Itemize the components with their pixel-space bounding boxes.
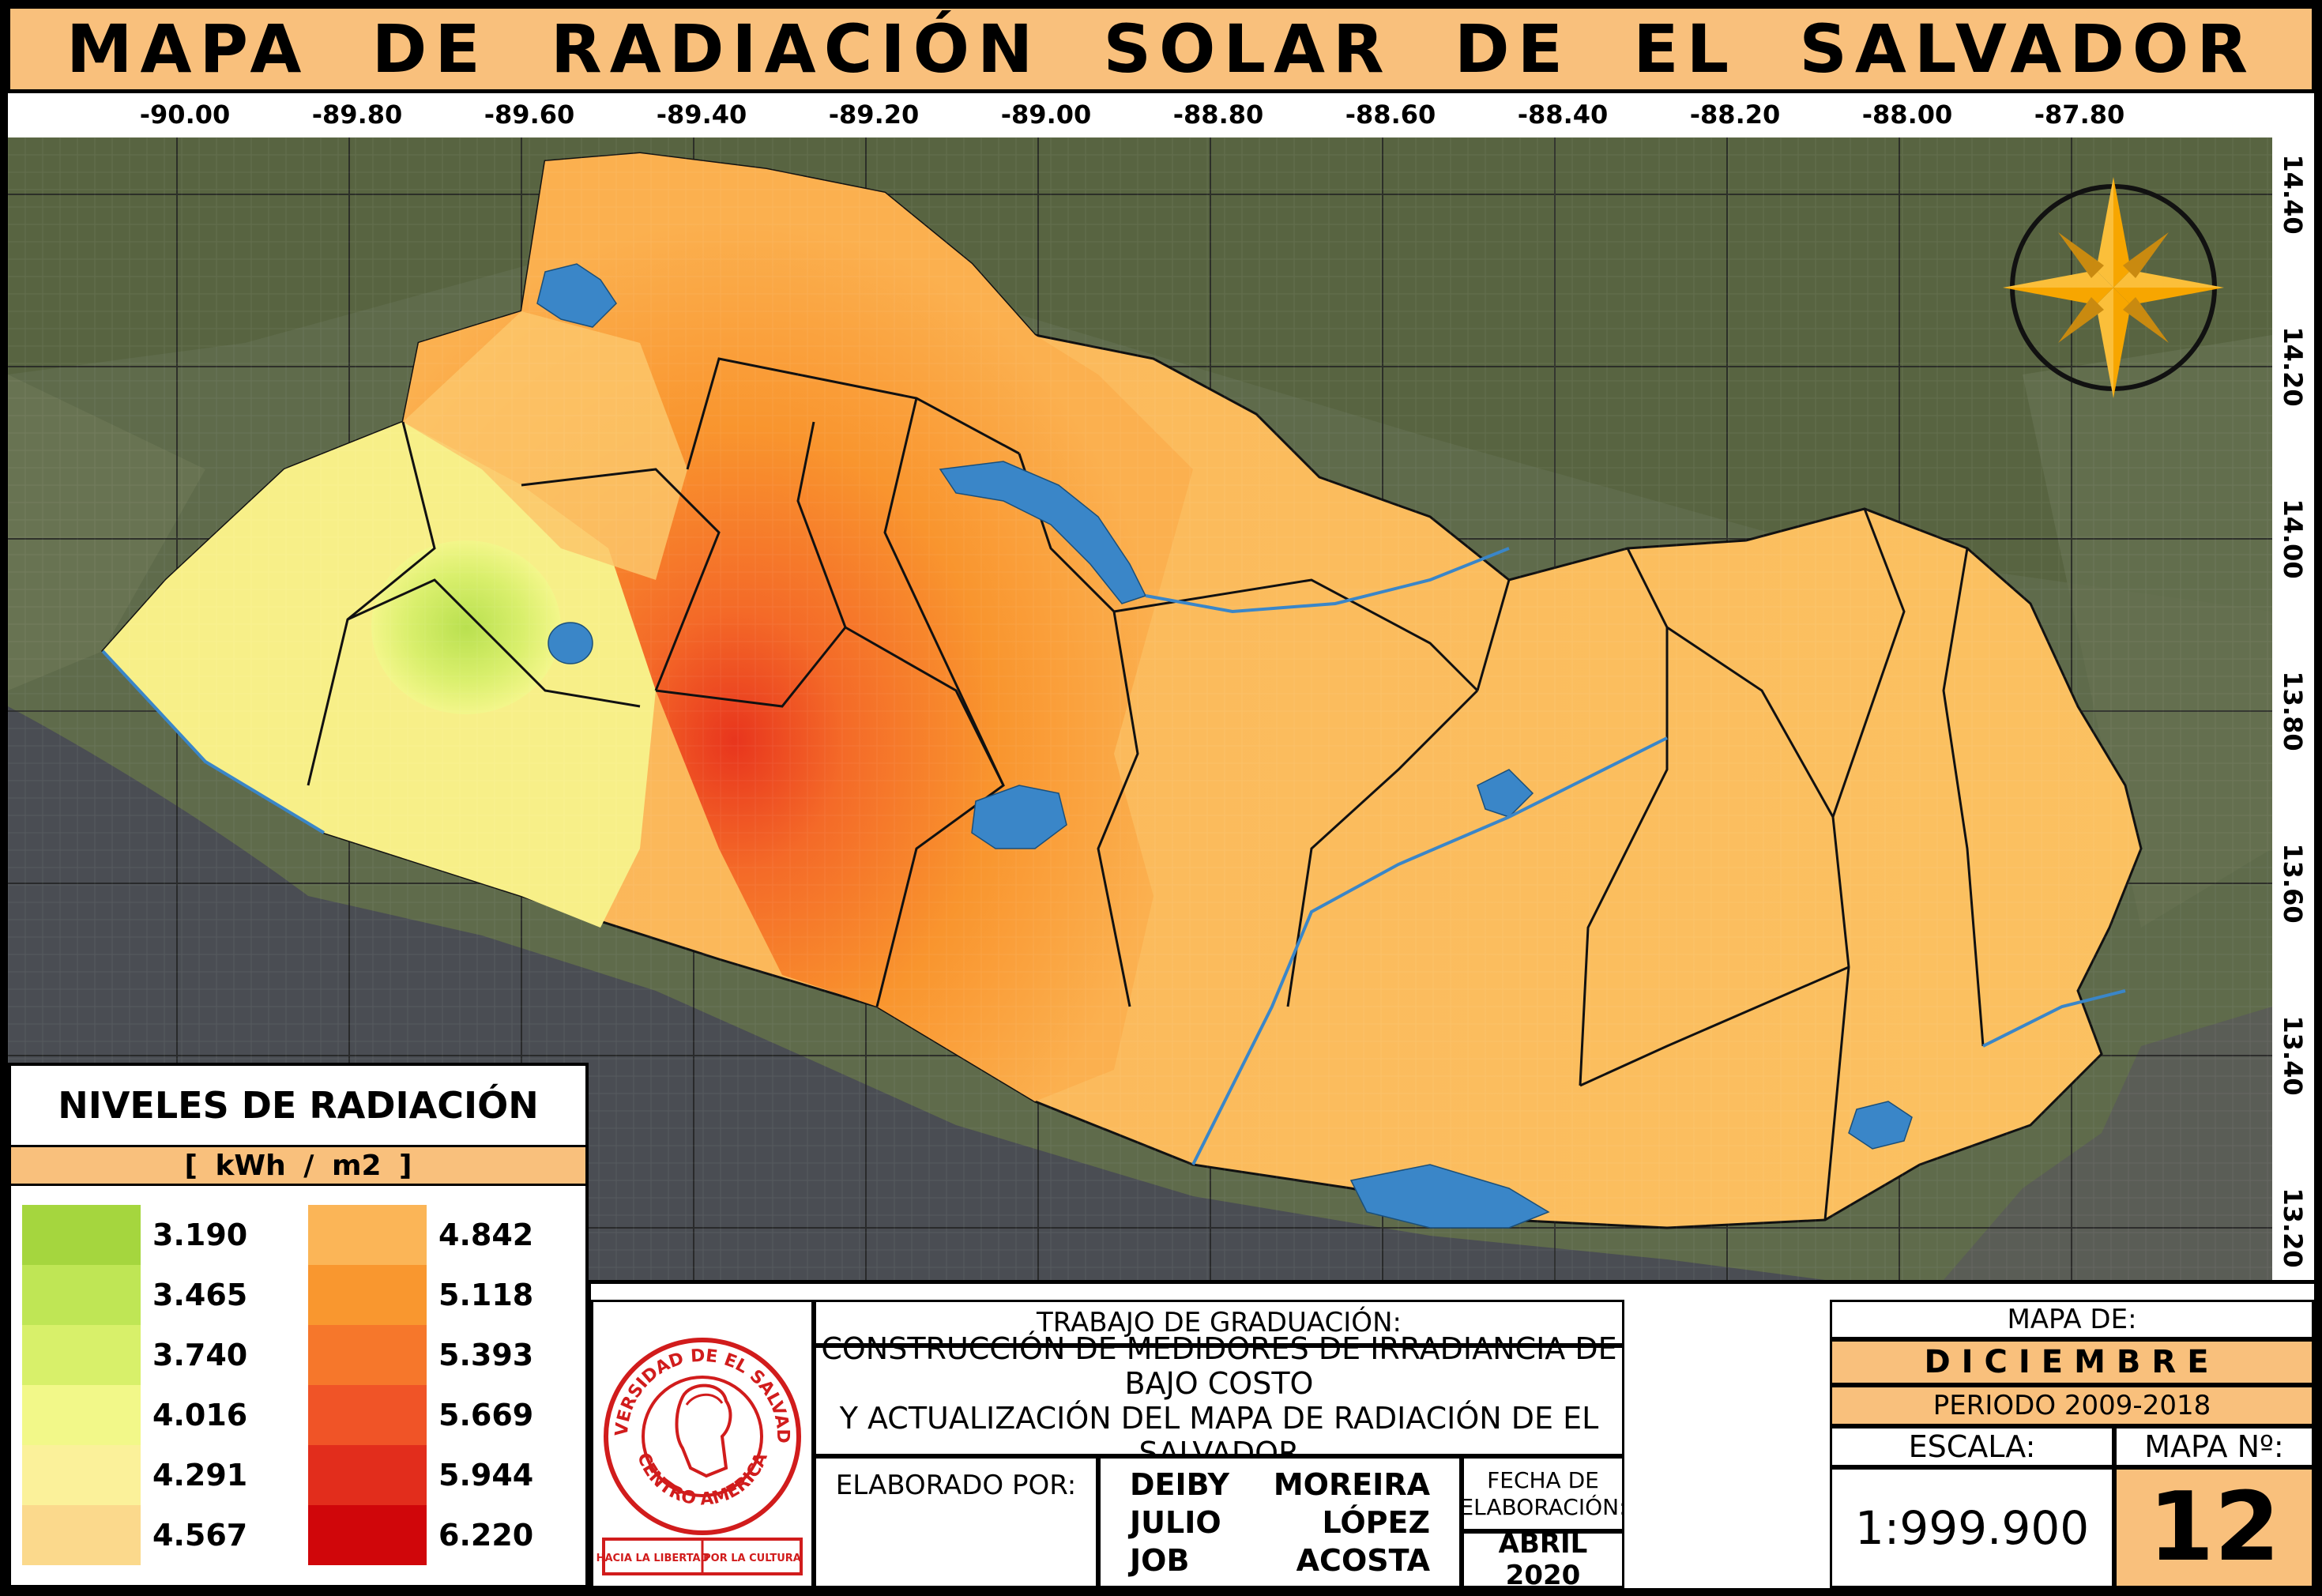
lake-coatepeque bbox=[548, 622, 593, 664]
bahia-jiquilisco bbox=[1349, 1164, 1550, 1229]
longitude-label: -87.80 bbox=[2034, 100, 2125, 130]
latitude-labels: 14.40 14.20 14.00 13.80 13.60 13.40 13.20 bbox=[2272, 137, 2314, 1280]
legend-swatch bbox=[308, 1505, 427, 1565]
department-borders bbox=[307, 357, 1985, 1221]
latitude-label: 14.00 bbox=[2278, 499, 2308, 579]
legend-swatch bbox=[22, 1205, 141, 1265]
latitude-label: 13.60 bbox=[2278, 843, 2308, 924]
mapa-no-label: MAPA Nº: bbox=[2114, 1426, 2314, 1467]
latitude-label: 14.20 bbox=[2278, 326, 2308, 407]
info-panel: UNIVERSIDAD DE EL SALVADOR CENTRO AMERIC… bbox=[591, 1284, 2314, 1591]
authors-cell: DEIBY MOREIRA JULIO LÓPEZ JOB ACOSTA bbox=[1098, 1456, 1462, 1588]
author-1-last: MOREIRA bbox=[1273, 1466, 1430, 1502]
longitude-labels: -90.00 -89.80 -89.60 -89.40 -89.20 -89.00 -88.… bbox=[8, 93, 2314, 137]
lake-ilopango bbox=[971, 785, 1067, 849]
longitude-label: -88.60 bbox=[1345, 100, 1436, 130]
legend-swatch bbox=[308, 1205, 427, 1265]
legend-value: 4.291 bbox=[152, 1458, 248, 1492]
svg-text:CENTRO AMERICA: CENTRO AMERICA bbox=[633, 1450, 772, 1509]
legend-swatch bbox=[22, 1445, 141, 1505]
fecha-value: ABRIL 2020 bbox=[1462, 1528, 1624, 1591]
longitude-label: -88.40 bbox=[1517, 100, 1609, 130]
legend-swatch bbox=[22, 1265, 141, 1325]
legend-value: 3.465 bbox=[152, 1278, 248, 1312]
water-bodies bbox=[536, 263, 1913, 1229]
map-title-bar: MAPA DE RADIACIÓN SOLAR DE EL SALVADOR bbox=[8, 6, 2314, 92]
longitude-label: -89.40 bbox=[656, 100, 747, 130]
author-2-first: JULIO bbox=[1130, 1504, 1221, 1540]
author-row-3: JOB ACOSTA bbox=[1130, 1541, 1430, 1579]
legend-unit: [ kWh / m2 ] bbox=[11, 1145, 585, 1186]
legend-swatch bbox=[308, 1385, 427, 1445]
seal-banner-right: POR LA CULTURA bbox=[703, 1553, 801, 1564]
legend-swatch bbox=[22, 1385, 141, 1445]
university-seal-cell: UNIVERSIDAD DE EL SALVADOR CENTRO AMERIC… bbox=[591, 1300, 814, 1588]
latitude-label: 13.80 bbox=[2278, 671, 2308, 751]
author-row-2: JULIO LÓPEZ bbox=[1130, 1504, 1430, 1541]
seal-ring-bottom: CENTRO AMERICA bbox=[633, 1450, 772, 1509]
legend-title: NIVELES DE RADIACIÓN bbox=[58, 1084, 539, 1127]
longitude-label: -89.80 bbox=[311, 100, 403, 130]
longitude-label: -88.80 bbox=[1172, 100, 1264, 130]
latitude-label: 13.20 bbox=[2278, 1188, 2308, 1268]
legend-value: 6.220 bbox=[438, 1518, 534, 1553]
longitude-label: -89.00 bbox=[1000, 100, 1092, 130]
legend-value: 5.393 bbox=[438, 1338, 534, 1372]
latitude-label: 13.40 bbox=[2278, 1015, 2308, 1096]
trabajo-label: TRABAJO DE GRADUACIÓN: bbox=[814, 1300, 1624, 1346]
embalse-cerron-grande bbox=[939, 461, 1147, 604]
legend-value: 5.118 bbox=[438, 1278, 534, 1312]
legend-swatch bbox=[22, 1325, 141, 1385]
longitude-label: -89.60 bbox=[484, 100, 575, 130]
escala-label: ESCALA: bbox=[1830, 1426, 2114, 1467]
longitude-label: -88.00 bbox=[1861, 100, 1953, 130]
map-title: MAPA DE RADIACIÓN SOLAR DE EL SALVADOR bbox=[66, 10, 2256, 88]
elaborado-label: ELABORADO POR: bbox=[814, 1456, 1098, 1588]
north-arrow-icon bbox=[2003, 177, 2224, 398]
author-1-first: DEIBY bbox=[1130, 1466, 1230, 1502]
longitude-label: -90.00 bbox=[139, 100, 231, 130]
legend-swatch bbox=[308, 1325, 427, 1385]
legend-value: 4.567 bbox=[152, 1518, 248, 1553]
legend-value: 5.944 bbox=[438, 1458, 534, 1492]
legend-value: 3.190 bbox=[152, 1218, 248, 1252]
author-3-first: JOB bbox=[1130, 1542, 1190, 1578]
month-label: DICIEMBRE bbox=[1830, 1339, 2314, 1385]
mapa-de-label: MAPA DE: bbox=[1830, 1300, 2314, 1339]
university-seal-icon: UNIVERSIDAD DE EL SALVADOR CENTRO AMERIC… bbox=[596, 1310, 803, 1575]
embalse-15-sept bbox=[1477, 769, 1534, 818]
fecha-label: FECHA DE ELABORACIÓN: bbox=[1459, 1456, 1627, 1531]
legend-value: 4.016 bbox=[152, 1398, 248, 1432]
lake-guija bbox=[536, 263, 617, 328]
legend-swatch bbox=[22, 1505, 141, 1565]
seal-banner-left: HACIA LA LIBERTAD bbox=[596, 1553, 709, 1564]
rivers bbox=[101, 547, 2126, 1165]
fecha-label-1: FECHA DE bbox=[1487, 1466, 1599, 1493]
mapa-no-value: 12 bbox=[2114, 1467, 2314, 1588]
longitude-label: -88.20 bbox=[1689, 100, 1781, 130]
legend-value: 4.842 bbox=[438, 1218, 534, 1252]
lake-olomega bbox=[1848, 1101, 1913, 1150]
legend-value: 5.669 bbox=[438, 1398, 534, 1432]
longitude-label: -89.20 bbox=[828, 100, 920, 130]
author-3-last: ACOSTA bbox=[1296, 1542, 1430, 1578]
legend-swatch bbox=[308, 1445, 427, 1505]
legend-swatch bbox=[308, 1265, 427, 1325]
fecha-label-2: ELABORACIÓN: bbox=[1459, 1493, 1627, 1520]
escala-value: 1:999.900 bbox=[1830, 1467, 2114, 1588]
periodo-label: PERIODO 2009-2018 bbox=[1830, 1385, 2314, 1426]
author-2-last: LÓPEZ bbox=[1322, 1504, 1430, 1540]
project-line-1: CONSTRUCCIÓN DE MEDIDORES DE IRRADIANCIA… bbox=[821, 1331, 1617, 1401]
legend: NIVELES DE RADIACIÓN [ kWh / m2 ] 3.190 3… bbox=[8, 1063, 589, 1588]
project-title: CONSTRUCCIÓN DE MEDIDORES DE IRRADIANCIA… bbox=[814, 1331, 1624, 1470]
legend-value: 3.740 bbox=[152, 1338, 248, 1372]
author-row-1: DEIBY MOREIRA bbox=[1130, 1466, 1430, 1504]
latitude-label: 14.40 bbox=[2278, 154, 2308, 235]
